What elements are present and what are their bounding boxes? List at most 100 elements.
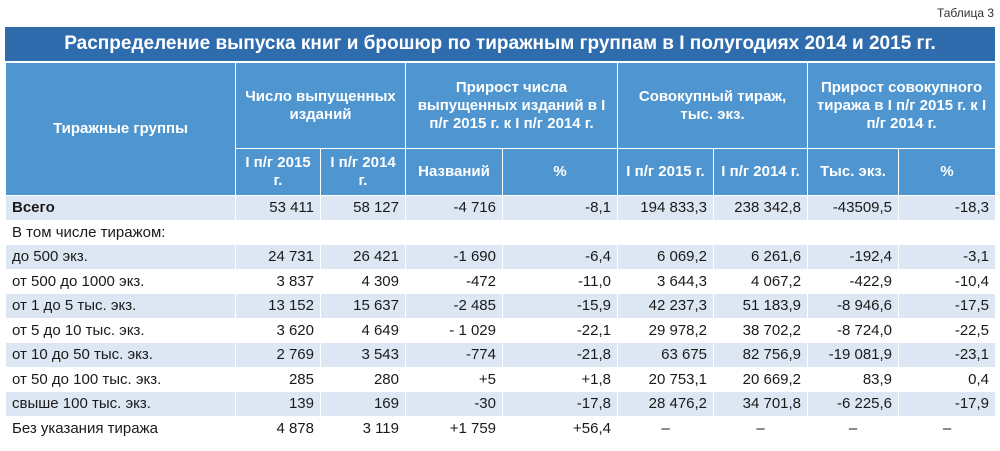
- cell-t2014: –: [713, 415, 809, 441]
- cell-tgpct: 0,4: [898, 366, 997, 392]
- cell-pct: -21,8: [501, 342, 619, 368]
- row-label: Всего: [5, 195, 236, 221]
- cell-c2014: [320, 219, 406, 245]
- header-h1-2015: I п/г 2015 г.: [235, 148, 321, 196]
- cell-titles: +1 759: [405, 415, 503, 441]
- cell-c2014: 169: [320, 391, 406, 417]
- cell-tgpct: -23,1: [898, 342, 997, 368]
- row-label: от 5 до 10 тыс. экз.: [5, 317, 236, 343]
- cell-tg: -43509,5: [807, 195, 900, 221]
- cell-c2015: 285: [235, 366, 321, 392]
- cell-tg: –: [807, 415, 900, 441]
- data-table: Тиражные группы Число выпущенных изданий…: [5, 62, 997, 441]
- row-label: до 500 экз.: [5, 244, 236, 270]
- cell-titles: -30: [405, 391, 503, 417]
- cell-c2015: [235, 219, 321, 245]
- cell-pct: -8,1: [501, 195, 619, 221]
- header-h1-2015-copies: I п/г 2015 г.: [617, 148, 715, 196]
- table-row: свыше 100 тыс. экз. 139 169 -30 -17,8 28 476,…: [5, 391, 997, 417]
- cell-c2015: 139: [235, 391, 321, 417]
- cell-tg: -422,9: [807, 268, 900, 294]
- cell-t2014: 51 183,9: [713, 293, 809, 319]
- table-row: Всего 53 411 58 127 -4 716 -8,1 194 833,3 238 …: [5, 195, 997, 221]
- row-label: В том числе тиражом:: [5, 219, 236, 245]
- header-titles: Названий: [405, 148, 503, 196]
- cell-c2014: 3 543: [320, 342, 406, 368]
- cell-titles: [405, 219, 503, 245]
- cell-c2015: 3 620: [235, 317, 321, 343]
- table-row: от 1 до 5 тыс. экз. 13 152 15 637 -2 485 -15…: [5, 293, 997, 319]
- cell-t2015: 3 644,3: [617, 268, 715, 294]
- header-group: Тиражные группы: [5, 62, 236, 196]
- cell-t2015: 42 237,3: [617, 293, 715, 319]
- cell-t2014: 6 261,6: [713, 244, 809, 270]
- cell-c2014: 26 421: [320, 244, 406, 270]
- cell-tg: -19 081,9: [807, 342, 900, 368]
- cell-t2015: 194 833,3: [617, 195, 715, 221]
- table-row: В том числе тиражом:: [5, 219, 997, 245]
- cell-t2014: 20 669,2: [713, 366, 809, 392]
- table-row: Без указания тиража 4 878 3 119 +1 759 +56,4…: [5, 415, 997, 441]
- cell-titles: -774: [405, 342, 503, 368]
- cell-titles: -472: [405, 268, 503, 294]
- header-percent-copies: %: [898, 148, 997, 196]
- header-total-copies: Совокупный тираж, тыс. экз.: [617, 62, 809, 149]
- cell-tgpct: -10,4: [898, 268, 997, 294]
- cell-titles: -4 716: [405, 195, 503, 221]
- row-label: Без указания тиража: [5, 415, 236, 441]
- cell-titles: -1 690: [405, 244, 503, 270]
- table-row: от 50 до 100 тыс. экз. 285 280 +5 +1,8 20 753…: [5, 366, 997, 392]
- table-row: от 500 до 1000 экз. 3 837 4 309 -472 -11,0 3 …: [5, 268, 997, 294]
- cell-t2015: 6 069,2: [617, 244, 715, 270]
- cell-c2014: 4 649: [320, 317, 406, 343]
- cell-tg: -192,4: [807, 244, 900, 270]
- cell-tg: 83,9: [807, 366, 900, 392]
- cell-c2015: 24 731: [235, 244, 321, 270]
- table-title: Распределение выпуска книг и брошюр по т…: [5, 27, 995, 61]
- cell-pct: -22,1: [501, 317, 619, 343]
- cell-t2015: [617, 219, 715, 245]
- row-label: от 1 до 5 тыс. экз.: [5, 293, 236, 319]
- cell-tg: -8 946,6: [807, 293, 900, 319]
- cell-tgpct: -3,1: [898, 244, 997, 270]
- cell-tg: -6 225,6: [807, 391, 900, 417]
- cell-c2015: 2 769: [235, 342, 321, 368]
- row-label: от 10 до 50 тыс. экз.: [5, 342, 236, 368]
- cell-t2015: 28 476,2: [617, 391, 715, 417]
- cell-t2014: 38 702,2: [713, 317, 809, 343]
- cell-t2015: 29 978,2: [617, 317, 715, 343]
- cell-t2014: 4 067,2: [713, 268, 809, 294]
- cell-c2015: 13 152: [235, 293, 321, 319]
- cell-t2014: 34 701,8: [713, 391, 809, 417]
- cell-pct: -11,0: [501, 268, 619, 294]
- cell-tgpct: -17,9: [898, 391, 997, 417]
- cell-t2014: 238 342,8: [713, 195, 809, 221]
- cell-titles: -2 485: [405, 293, 503, 319]
- cell-tgpct: -17,5: [898, 293, 997, 319]
- cell-pct: [501, 219, 619, 245]
- cell-pct: +1,8: [501, 366, 619, 392]
- cell-titles: - 1 029: [405, 317, 503, 343]
- cell-c2015: 53 411: [235, 195, 321, 221]
- header-thousand-copies: Тыс. экз.: [807, 148, 900, 196]
- cell-tg: -8 724,0: [807, 317, 900, 343]
- cell-c2015: 3 837: [235, 268, 321, 294]
- row-label: от 50 до 100 тыс. экз.: [5, 366, 236, 392]
- cell-pct: -6,4: [501, 244, 619, 270]
- header-h1-2014-copies: I п/г 2014 г.: [713, 148, 809, 196]
- cell-tgpct: -22,5: [898, 317, 997, 343]
- cell-c2014: 58 127: [320, 195, 406, 221]
- table-row: от 10 до 50 тыс. экз. 2 769 3 543 -774 -21,8…: [5, 342, 997, 368]
- row-label: свыше 100 тыс. экз.: [5, 391, 236, 417]
- cell-tgpct: [898, 219, 997, 245]
- cell-t2014: 82 756,9: [713, 342, 809, 368]
- cell-tg: [807, 219, 900, 245]
- header-percent: %: [501, 148, 619, 196]
- cell-c2014: 3 119: [320, 415, 406, 441]
- cell-t2015: –: [617, 415, 715, 441]
- table-number-label: Таблица 3: [936, 6, 994, 20]
- cell-c2015: 4 878: [235, 415, 321, 441]
- table-row: до 500 экз. 24 731 26 421 -1 690 -6,4 6 069,2…: [5, 244, 997, 270]
- cell-t2015: 63 675: [617, 342, 715, 368]
- header-count-growth: Прирост числа выпущенных изданий в I п/г…: [404, 62, 619, 149]
